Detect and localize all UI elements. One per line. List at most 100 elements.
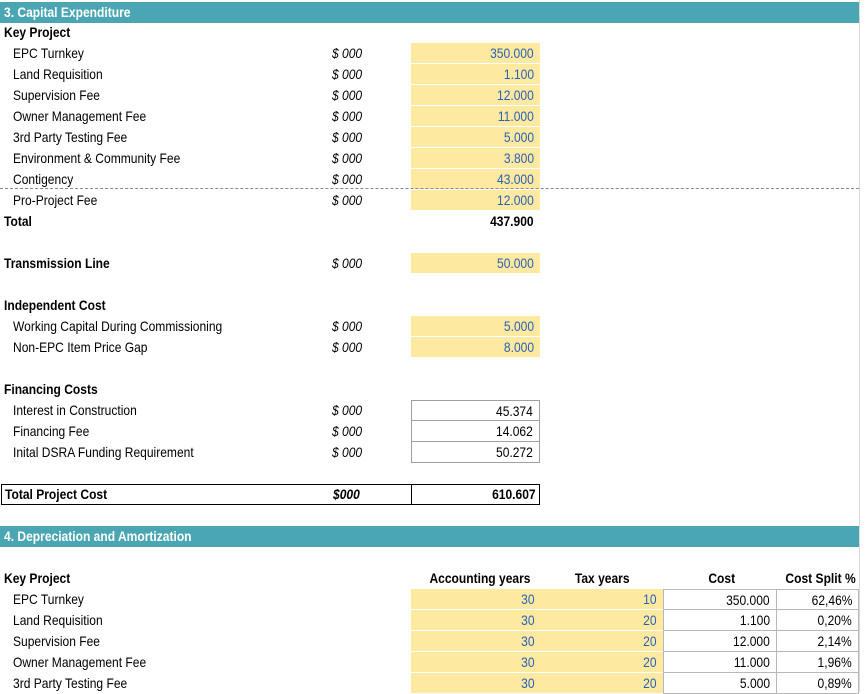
col-header-split[interactable]: Cost Split % — [785, 570, 856, 586]
cost-split-cell[interactable]: 0,20% — [777, 610, 859, 631]
unit-label: $ 000 — [332, 108, 363, 124]
total-project-value-cell[interactable]: 610.607 — [411, 484, 541, 505]
input-cell[interactable]: 1.100 — [411, 64, 540, 85]
accounting-years-cell[interactable]: 30 — [411, 652, 541, 673]
item-label: Working Capital During Commissioning — [13, 318, 223, 334]
section-header-capex[interactable]: 3. Capital Expenditure — [0, 2, 859, 23]
tax-years-cell[interactable]: 20 — [541, 610, 663, 631]
input-cell[interactable]: 50.000 — [411, 253, 540, 274]
row-capex-item[interactable]: Pro-Project Fee $ 000 12.000 — [0, 190, 866, 211]
row-capex-item[interactable]: Land Requisition $ 000 1.100 — [0, 64, 866, 85]
input-cell[interactable]: 11.000 — [411, 106, 540, 127]
calc-cell[interactable]: 14.062 — [411, 421, 540, 442]
table-row[interactable]: Land Requisition 30 20 1.100 0,20% — [0, 610, 866, 631]
section-header-depreciation[interactable]: 4. Depreciation and Amortization — [0, 526, 859, 547]
group-label: Financing Costs — [4, 381, 98, 397]
row-key-project[interactable]: Key Project — [0, 22, 866, 43]
total-project-label: Total Project Cost — [5, 486, 108, 502]
cost-split-cell[interactable]: 0,89% — [777, 673, 859, 694]
item-label: Pro-Project Fee — [13, 192, 98, 208]
item-label: Supervision Fee — [13, 87, 101, 103]
unit-label: $ 000 — [332, 339, 363, 355]
input-cell[interactable]: 43.000 — [411, 169, 540, 190]
table-row[interactable]: EPC Turnkey 30 10 350.000 62,46% — [0, 589, 866, 610]
row-capex-item[interactable]: Environment & Community Fee $ 000 3.800 — [0, 148, 866, 169]
accounting-years-cell[interactable]: 30 — [411, 610, 541, 631]
unit-label: $ 000 — [332, 150, 363, 166]
group-label: Key Project — [4, 570, 71, 586]
section-title: 3. Capital Expenditure — [4, 4, 131, 20]
item-label: EPC Turnkey — [13, 591, 84, 607]
cost-cell[interactable]: 5.000 — [663, 673, 777, 694]
unit-label: $ 000 — [332, 192, 363, 208]
row-capex-item[interactable]: EPC Turnkey $ 000 350.000 — [0, 43, 866, 64]
cost-cell[interactable]: 1.100 — [663, 610, 777, 631]
row-financing-item[interactable]: Financing Fee $ 000 14.062 — [0, 421, 866, 442]
item-label: Supervision Fee — [13, 633, 101, 649]
item-label: 3rd Party Testing Fee — [13, 129, 128, 145]
table-row[interactable]: Supervision Fee 30 20 12.000 2,14% — [0, 631, 866, 652]
cost-cell[interactable]: 11.000 — [663, 652, 777, 673]
depreciation-header-row[interactable]: Key Project Accounting years Tax years C… — [0, 568, 866, 589]
row-capex-item[interactable]: Owner Management Fee $ 000 11.000 — [0, 106, 866, 127]
input-cell[interactable]: 3.800 — [411, 148, 540, 169]
row-capex-item[interactable]: Supervision Fee $ 000 12.000 — [0, 85, 866, 106]
row-financing-item[interactable]: Interest in Construction $ 000 45.374 — [0, 400, 866, 421]
row-financing-item[interactable]: Inital DSRA Funding Requirement $ 000 50… — [0, 442, 866, 463]
row-transmission-line[interactable]: Transmission Line $ 000 50.000 — [0, 253, 866, 274]
accounting-years-cell[interactable]: 30 — [411, 631, 541, 652]
row-independent-item[interactable]: Working Capital During Commissioning $ 0… — [0, 316, 866, 337]
row-independent-item[interactable]: Non-EPC Item Price Gap $ 000 8.000 — [0, 337, 866, 358]
tax-years-cell[interactable]: 20 — [541, 631, 663, 652]
col-header-accounting[interactable]: Accounting years — [428, 570, 530, 586]
row-independent-cost[interactable]: Independent Cost — [0, 295, 866, 316]
item-label: Transmission Line — [4, 255, 110, 271]
cost-split-cell[interactable]: 62,46% — [777, 589, 859, 610]
table-row[interactable]: Owner Management Fee 30 20 11.000 1,96% — [0, 652, 866, 673]
group-label: Independent Cost — [4, 297, 106, 313]
unit-label: $ 000 — [332, 255, 363, 271]
group-label: Key Project — [4, 24, 71, 40]
unit-label: $ 000 — [332, 87, 363, 103]
row-financing-costs[interactable]: Financing Costs — [0, 379, 866, 400]
input-cell[interactable]: 5.000 — [411, 127, 540, 148]
calc-cell[interactable]: 50.272 — [411, 442, 540, 463]
unit-label: $000 — [333, 486, 360, 502]
unit-label: $ 000 — [332, 444, 363, 460]
input-cell[interactable]: 12.000 — [411, 85, 540, 106]
input-cell[interactable]: 350.000 — [411, 43, 540, 64]
cost-cell[interactable]: 350.000 — [663, 589, 777, 610]
cost-split-cell[interactable]: 1,96% — [777, 652, 859, 673]
unit-label: $ 000 — [332, 45, 363, 61]
calc-cell[interactable]: 45.374 — [411, 400, 540, 421]
col-header-tax[interactable]: Tax years — [575, 570, 630, 586]
input-cell[interactable]: 8.000 — [411, 337, 540, 358]
total-label: Total — [4, 213, 32, 229]
tax-years-cell[interactable]: 20 — [541, 673, 663, 694]
accounting-years-cell[interactable]: 30 — [411, 673, 541, 694]
unit-label: $ 000 — [332, 171, 363, 187]
tax-years-cell[interactable]: 10 — [541, 589, 663, 610]
input-cell[interactable]: 5.000 — [411, 316, 540, 337]
row-capex-item[interactable]: 3rd Party Testing Fee $ 000 5.000 — [0, 127, 866, 148]
cost-cell[interactable]: 12.000 — [663, 631, 777, 652]
input-cell[interactable]: 12.000 — [411, 190, 540, 211]
col-header-cost[interactable]: Cost — [708, 570, 735, 586]
total-project-cost-box[interactable]: Total Project Cost $000 610.607 — [1, 484, 540, 505]
item-label: Land Requisition — [13, 66, 103, 82]
table-row[interactable]: 3rd Party Testing Fee 30 20 5.000 0,89% — [0, 673, 866, 694]
cost-split-cell[interactable]: 2,14% — [777, 631, 859, 652]
row-capex-item[interactable]: Contigency $ 000 43.000 — [0, 169, 866, 190]
accounting-years-cell[interactable]: 30 — [411, 589, 541, 610]
total-value-cell[interactable]: 437.900 — [490, 213, 534, 229]
unit-label: $ 000 — [332, 423, 363, 439]
unit-label: $ 000 — [332, 402, 363, 418]
item-label: Contigency — [13, 171, 74, 187]
tax-years-cell[interactable]: 20 — [541, 652, 663, 673]
item-label: Financing Fee — [13, 423, 90, 439]
page-break-line — [0, 188, 859, 189]
item-label: Interest in Construction — [13, 402, 137, 418]
item-label: Non-EPC Item Price Gap — [13, 339, 148, 355]
section-title: 4. Depreciation and Amortization — [4, 528, 192, 544]
row-capex-total[interactable]: Total 437.900 — [0, 211, 866, 232]
